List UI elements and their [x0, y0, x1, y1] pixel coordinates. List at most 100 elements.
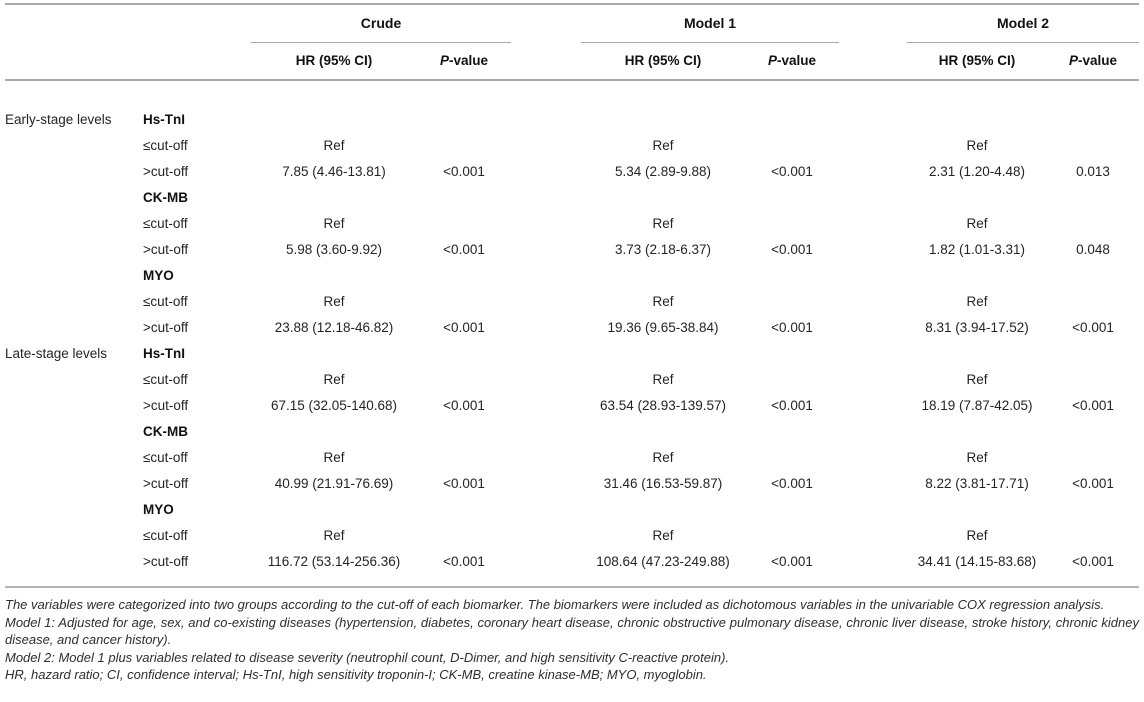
- hr-value: 7.85 (4.46-13.81): [282, 163, 386, 179]
- hr-value: 67.15 (32.05-140.68): [270, 397, 398, 413]
- stage-cell: [5, 366, 143, 392]
- hr-value: Ref: [323, 293, 345, 309]
- gap-cell: [839, 548, 907, 574]
- hr-value: Ref: [966, 371, 988, 387]
- stage-cell: [5, 548, 143, 574]
- hr-value: Ref: [966, 137, 988, 153]
- header-gap: [839, 4, 907, 42]
- gap-cell: [511, 132, 581, 158]
- footnote-variables: The variables were categorized into two …: [5, 597, 1105, 612]
- hr-value: Ref: [323, 449, 345, 465]
- p-value: [745, 288, 839, 314]
- gap-cell: [839, 522, 907, 548]
- gap-cell: [511, 444, 581, 470]
- cutoff-label: ≤cut-off: [143, 137, 188, 153]
- hr-value: 19.36 (9.65-38.84): [607, 319, 719, 335]
- table-row: Late-stage levels Hs-TnI: [5, 340, 1139, 366]
- p-value: [1047, 210, 1139, 236]
- col-header-model1-hr: HR (95% CI): [581, 42, 746, 81]
- hr-value: Ref: [966, 449, 988, 465]
- hr-value: Ref: [652, 449, 674, 465]
- p-value: <0.001: [1072, 319, 1114, 335]
- p-value: [417, 444, 511, 470]
- stage-cell: [5, 470, 143, 496]
- stage-cell: [5, 444, 143, 470]
- table-header: Crude Model 1 Model 2 HR (95% CI) P-valu…: [5, 4, 1140, 81]
- hr-value: 116.72 (53.14-256.36): [267, 553, 401, 569]
- table-body: Early-stage levels Hs-TnI ≤cut-off Ref R…: [5, 80, 1139, 574]
- stage-cell: [5, 210, 143, 236]
- p-value: <0.001: [443, 397, 485, 413]
- sub-header-row: HR (95% CI) P-value HR (95% CI) P-value …: [5, 42, 1140, 81]
- spacer-row: [5, 80, 1139, 106]
- p-value: <0.001: [771, 475, 813, 491]
- gap-cell: [839, 392, 907, 418]
- cutoff-label: >cut-off: [143, 241, 189, 257]
- p-label-rest: -value: [449, 53, 489, 69]
- stage-cell: Late-stage levels: [5, 345, 108, 361]
- stage-cell: Early-stage levels: [5, 111, 112, 127]
- p-value: [417, 132, 511, 158]
- p-value: [1047, 288, 1139, 314]
- p-value: <0.001: [443, 553, 485, 569]
- footnote-model2: Model 2: Model 1 plus variables related …: [5, 649, 730, 665]
- regression-table: Crude Model 1 Model 2 HR (95% CI) P-valu…: [5, 3, 1140, 574]
- p-value: [1047, 132, 1139, 158]
- gap-cell: [511, 158, 581, 184]
- p-value: <0.001: [771, 397, 813, 413]
- hr-value: Ref: [323, 527, 345, 543]
- p-value: <0.001: [1072, 475, 1114, 491]
- gap-cell: [511, 288, 581, 314]
- col-header-crude-hr: HR (95% CI): [251, 42, 417, 81]
- table-row: ≤cut-off Ref Ref Ref: [5, 522, 1139, 548]
- hr-value: Ref: [652, 293, 674, 309]
- biomarker-name: MYO: [143, 501, 174, 517]
- header-spacer: [5, 4, 251, 42]
- p-value: [1047, 366, 1139, 392]
- hr-value: Ref: [966, 293, 988, 309]
- hr-value: Ref: [966, 527, 988, 543]
- footnote-model1: Model 1: Adjusted for age, sex, and co-e…: [5, 614, 1139, 648]
- p-value: <0.001: [771, 553, 813, 569]
- table-row: >cut-off 116.72 (53.14-256.36) <0.001 10…: [5, 548, 1139, 574]
- p-label-italic: P: [1068, 53, 1078, 69]
- gap-cell: [511, 392, 581, 418]
- gap-cell: [511, 470, 581, 496]
- p-label-rest: -value: [1078, 53, 1118, 69]
- p-value: [417, 288, 511, 314]
- stage-cell: [5, 314, 143, 340]
- cutoff-label: >cut-off: [143, 553, 189, 569]
- cutoff-label: >cut-off: [143, 319, 189, 335]
- footnote-divider: [5, 586, 1139, 588]
- hr-value: 23.88 (12.18-46.82): [274, 319, 394, 335]
- group-header-crude: Crude: [251, 4, 512, 43]
- p-value: <0.001: [443, 241, 485, 257]
- table-row: Early-stage levels Hs-TnI: [5, 106, 1139, 132]
- stage-cell: [5, 184, 143, 210]
- col-header-model2-hr: HR (95% CI): [907, 42, 1048, 81]
- header-gap: [839, 42, 908, 81]
- table-row: ≤cut-off Ref Ref Ref: [5, 288, 1139, 314]
- header-gap: [511, 4, 581, 42]
- p-value: 0.013: [1076, 163, 1110, 179]
- hr-value: 8.31 (3.94-17.52): [925, 319, 1029, 335]
- gap-cell: [511, 210, 581, 236]
- hr-value: 31.46 (16.53-59.87): [603, 475, 723, 491]
- p-value: [417, 210, 511, 236]
- cutoff-label: ≤cut-off: [143, 371, 188, 387]
- hr-value: Ref: [323, 215, 345, 231]
- table-row: ≤cut-off Ref Ref Ref: [5, 444, 1139, 470]
- p-value: [745, 366, 839, 392]
- hr-value: 2.31 (1.20-4.48): [928, 163, 1026, 179]
- stage-cell: [5, 236, 143, 262]
- hr-value: 34.41 (14.15-83.68): [917, 553, 1037, 569]
- biomarker-name: CK-MB: [143, 423, 188, 439]
- gap-cell: [511, 548, 581, 574]
- stage-cell: [5, 522, 143, 548]
- stage-cell: [5, 392, 143, 418]
- biomarker-name: Hs-TnI: [143, 345, 185, 361]
- p-value: <0.001: [771, 241, 813, 257]
- table-row: >cut-off 40.99 (21.91-76.69) <0.001 31.4…: [5, 470, 1139, 496]
- gap-cell: [839, 288, 907, 314]
